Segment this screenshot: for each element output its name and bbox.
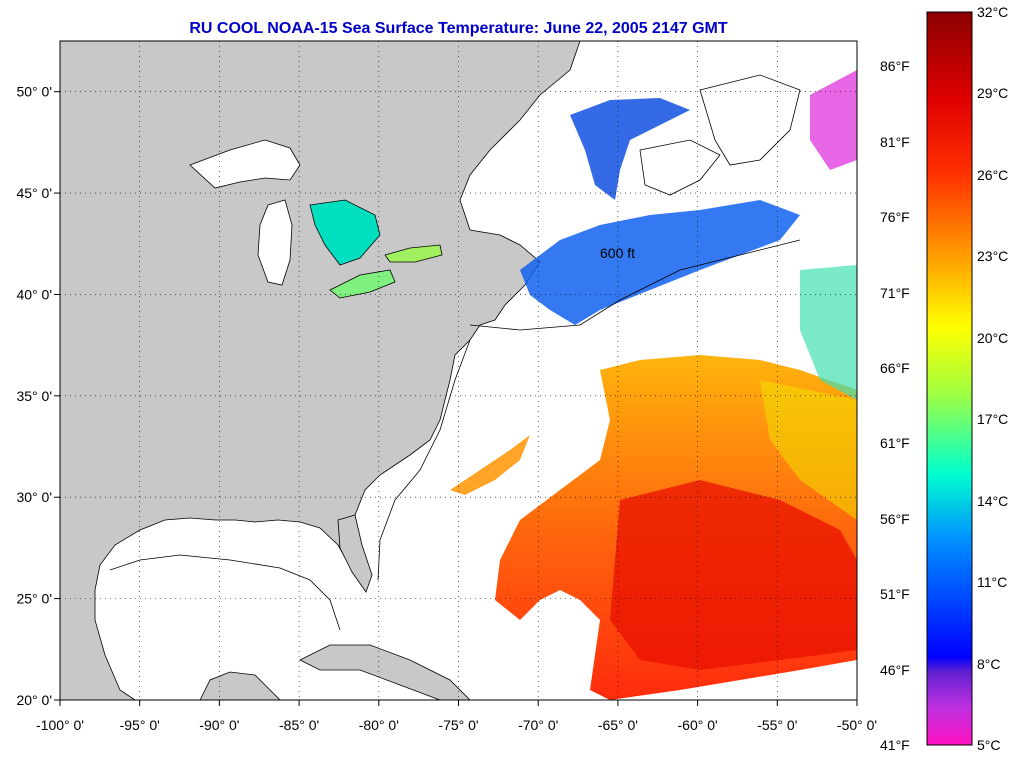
- colorbar-fahrenheit-label: 76°F: [880, 209, 910, 226]
- land-newfoundland: [699, 74, 801, 166]
- sst-yellow-band: [760, 380, 857, 520]
- lon-tick-label: -80° 0': [359, 717, 399, 733]
- longitude-labels: -100° 0' -95° 0' -90° 0' -85° 0' -80° 0' -75°…: [36, 717, 877, 733]
- lon-tick-label: -95° 0': [120, 717, 160, 733]
- land-maritimes: [639, 139, 721, 196]
- colorbar-celsius-label: 29°C: [977, 85, 1009, 102]
- land-cuba: [299, 644, 471, 700]
- colorbar-celsius-label: 8°C: [977, 655, 1001, 672]
- colorbar-celsius-label: 14°C: [977, 492, 1009, 509]
- land-north-america: [60, 41, 581, 700]
- colorbar-celsius-label: 26°C: [977, 166, 1009, 183]
- lon-tick-label: -100° 0': [36, 717, 84, 733]
- sst-red-core: [610, 480, 857, 670]
- colorbar-celsius-label: 11°C: [977, 574, 1008, 591]
- lat-tick-label: 35° 0': [16, 388, 52, 404]
- lat-tick-label: 40° 0': [16, 286, 52, 302]
- graticule: [54, 41, 858, 706]
- lat-tick-label: 20° 0': [16, 692, 52, 708]
- colorbar-fahrenheit-label: 66°F: [880, 359, 910, 376]
- map-title: RU COOL NOAA-15 Sea Surface Temperature:…: [189, 20, 728, 37]
- lon-tick-label: -70° 0': [518, 717, 558, 733]
- sst-shelf-blue: [520, 200, 800, 325]
- colorbar-fahrenheit-label: 41°F: [880, 737, 910, 753]
- sst-cyan-band: [800, 265, 857, 400]
- isobath-line: [469, 239, 801, 331]
- sst-gulf-stream-ext: [450, 435, 530, 495]
- colorbar-fahrenheit-label: 51°F: [880, 586, 910, 603]
- isobath-line-south: [377, 339, 471, 581]
- land-florida: [337, 514, 373, 593]
- colorbar-fahrenheit-label: 56°F: [880, 510, 910, 527]
- colorbar-fahrenheit-label: 46°F: [880, 661, 910, 678]
- lat-tick-label: 25° 0': [16, 591, 52, 607]
- colorbar: [926, 11, 973, 746]
- lake-michigan: [257, 199, 293, 286]
- sst-st-lawrence: [570, 98, 690, 200]
- colorbar-celsius-label: 17°C: [977, 411, 1009, 428]
- isobath-gulf: [109, 554, 341, 631]
- colorbar-fahrenheit-label: 71°F: [880, 284, 910, 301]
- lake-ontario: [384, 244, 443, 263]
- lake-huron: [309, 199, 381, 266]
- lake-superior: [189, 139, 301, 189]
- colorbar-fahrenheit-label: 86°F: [880, 58, 910, 75]
- sst-labrador: [810, 70, 857, 170]
- lat-tick-label: 30° 0': [16, 489, 52, 505]
- latitude-labels: 20° 0' 25° 0' 30° 0' 35° 0' 40° 0' 45° 0' 50° …: [16, 84, 52, 708]
- lon-tick-label: -85° 0': [279, 717, 319, 733]
- colorbar-fahrenheit-label: 61°F: [880, 435, 910, 452]
- lat-tick-label: 45° 0': [16, 185, 52, 201]
- lon-tick-label: -65° 0': [598, 717, 638, 733]
- colorbar-celsius-label: 23°C: [977, 248, 1009, 265]
- lon-tick-label: -75° 0': [438, 717, 478, 733]
- lon-tick-label: -55° 0': [757, 717, 797, 733]
- lon-tick-label: -90° 0': [199, 717, 239, 733]
- colorbar-celsius-label: 20°C: [977, 329, 1009, 346]
- lon-tick-label: -60° 0': [678, 717, 718, 733]
- lat-tick-label: 50° 0': [16, 84, 52, 100]
- lon-tick-label: -50° 0': [837, 717, 877, 733]
- colorbar-celsius-label: 5°C: [977, 737, 1001, 753]
- colorbar-fahrenheit-label: 81°F: [880, 133, 910, 150]
- colorbar-celsius-label: 32°C: [977, 4, 1009, 20]
- isobath-label: 600 ft: [600, 245, 635, 261]
- land-yucatan: [199, 671, 281, 700]
